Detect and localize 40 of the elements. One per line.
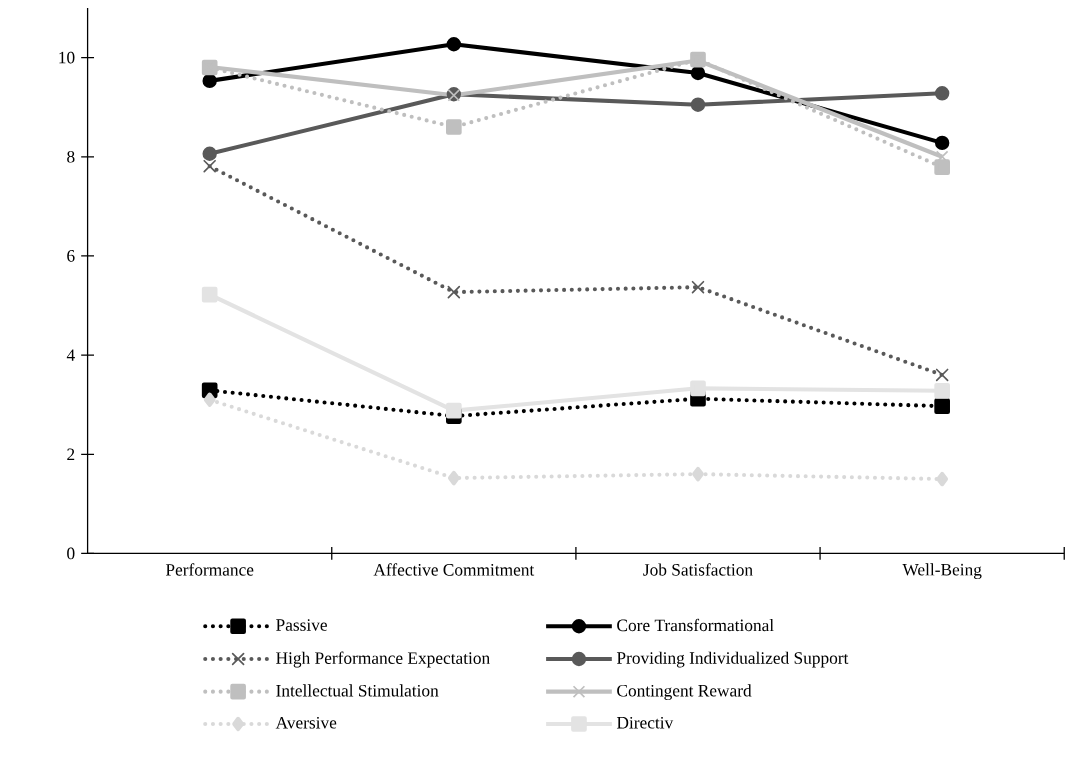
point	[447, 285, 461, 299]
legend-label: Core Transformational	[617, 618, 774, 632]
point	[203, 392, 216, 407]
point	[446, 36, 462, 52]
point	[202, 73, 217, 89]
y-tick-label: 10	[59, 51, 75, 64]
y-tick-label: 4	[66, 349, 75, 361]
y-tick-label: 2	[67, 448, 75, 460]
point	[934, 159, 950, 175]
point	[691, 280, 705, 294]
point	[690, 97, 706, 112]
y-tick-label: 6	[67, 250, 75, 262]
point	[934, 86, 950, 101]
point	[447, 470, 460, 486]
legend-label: Passive	[276, 619, 327, 631]
point	[692, 466, 704, 482]
x-tick-label: Performance	[165, 563, 254, 576]
legend-label: Contingent Reward	[617, 684, 752, 701]
x-tick-label: Job Satisfaction	[643, 563, 753, 576]
legend-label: Providing Individualized Support	[616, 651, 849, 668]
point	[935, 368, 949, 382]
point	[201, 286, 218, 303]
point	[934, 135, 950, 150]
point	[690, 65, 706, 81]
y-tick-label: 8	[67, 150, 75, 163]
point	[446, 402, 462, 419]
point	[446, 119, 462, 135]
point	[203, 159, 216, 173]
point	[690, 380, 706, 397]
y-tick-label: 0	[67, 547, 75, 560]
x-tick-label: Well-Being	[902, 563, 982, 580]
legend-label: Aversive	[275, 716, 337, 729]
legend-label: Directiv	[616, 716, 674, 729]
point	[936, 471, 949, 487]
point	[934, 382, 950, 399]
x-tick-label: Affective Commitment	[373, 563, 535, 576]
point	[934, 398, 950, 414]
point	[202, 146, 217, 161]
legend-label: High Performance Expectation	[276, 651, 490, 668]
legend-label: Intellectual Stimulation	[276, 684, 439, 697]
